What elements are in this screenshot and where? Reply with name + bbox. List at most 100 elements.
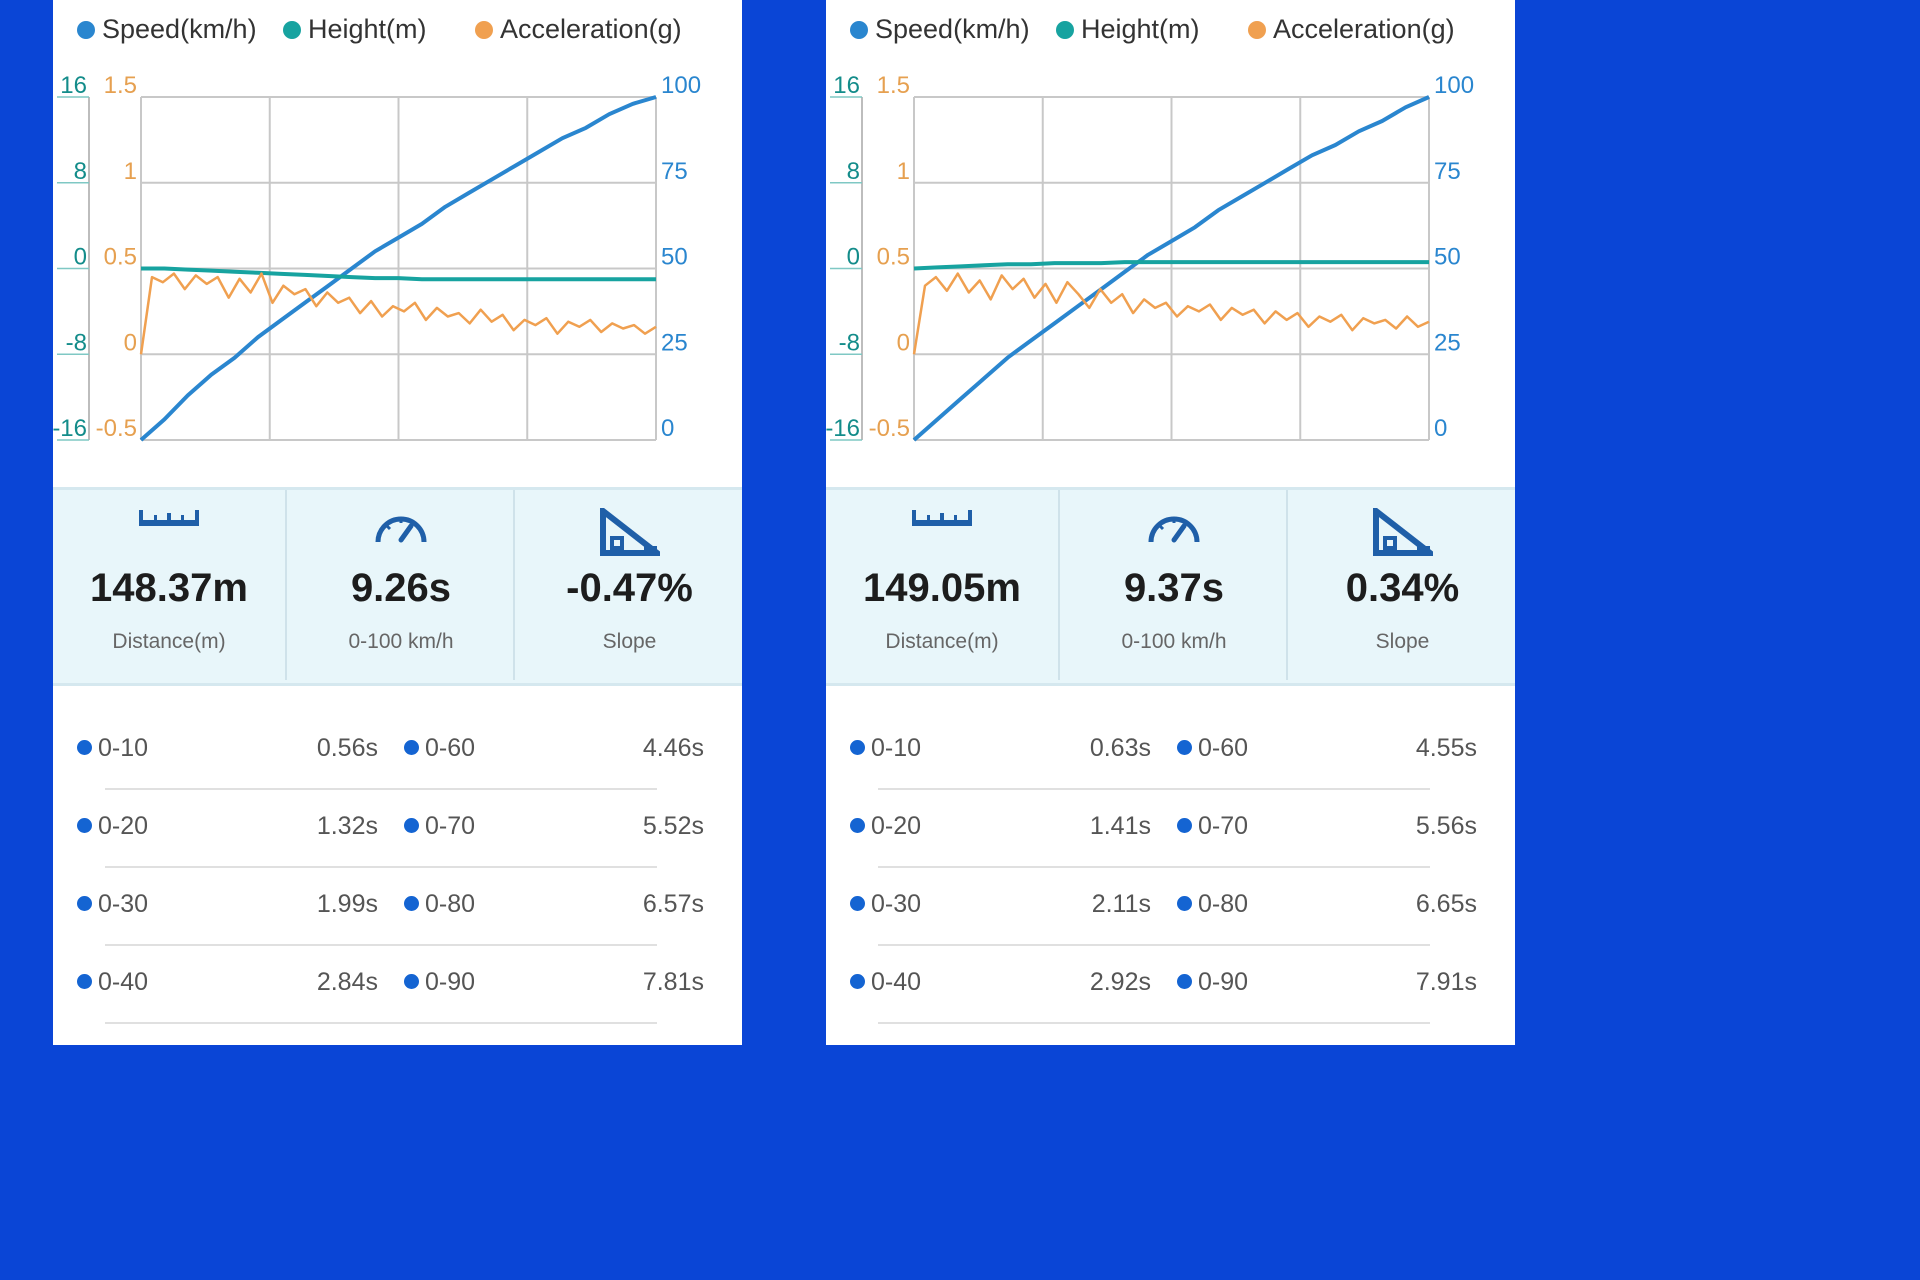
slope-icon <box>599 508 660 556</box>
row-divider <box>878 788 1430 790</box>
speed-tick-label: 25 <box>1434 329 1461 356</box>
speed-series-line <box>139 95 657 442</box>
speedometer-icon <box>375 516 427 543</box>
split-label: 0-60 <box>404 734 475 763</box>
acceleration-tick-label: 0 <box>897 329 910 356</box>
height-series-line <box>913 260 1429 271</box>
stat-slope: -0.47% Slope <box>513 490 742 680</box>
speed-tick-label: 50 <box>661 244 688 271</box>
legend-acceleration[interactable]: Acceleration(g) <box>475 14 682 45</box>
split-label: 0-40 <box>850 968 921 997</box>
legend-speed[interactable]: Speed(km/h) <box>77 14 257 45</box>
height-tick-label: 16 <box>833 72 860 99</box>
split-value: 2.11s <box>1091 890 1151 918</box>
bullet-icon <box>850 818 865 833</box>
split-label-text: 0-90 <box>425 968 476 996</box>
split-label-text: 0-10 <box>98 734 149 762</box>
height-dot-icon <box>1056 20 1074 39</box>
slope-label: Slope <box>1375 630 1430 653</box>
height-tick-label: -16 <box>53 415 87 442</box>
height-tick-label: -8 <box>839 329 860 356</box>
acceleration-tick-label: 0.5 <box>104 244 137 271</box>
split-label-text: 0-70 <box>1198 812 1249 840</box>
bullet-icon <box>1177 896 1192 911</box>
performance-chart: 16 1.5 100 8 1 75 0 0.5 50 -8 0 25 -16 -0.5 0 <box>826 72 1474 442</box>
acceleration-tick-label: -0.5 <box>869 415 910 442</box>
split-value: 6.57s <box>642 890 704 918</box>
bullet-icon <box>77 740 92 755</box>
stats-strip: 148.37m Distance(m) 9.26s 0-100 km/h -0.… <box>53 487 742 686</box>
stat-slope: 0.34% Slope <box>1286 490 1515 680</box>
split-value: 1.41s <box>1089 812 1151 840</box>
row-divider <box>878 944 1430 946</box>
bullet-icon <box>850 896 865 911</box>
height-tick-label: 0 <box>74 244 87 271</box>
time-label: 0-100 km/h <box>348 630 454 653</box>
bullet-icon <box>404 896 419 911</box>
time-value: 9.37s <box>1123 566 1225 610</box>
speed-tick-label: 25 <box>661 329 688 356</box>
speed-tick-label: 0 <box>661 415 674 442</box>
distance-value: 149.05m <box>863 566 1021 610</box>
bullet-icon <box>77 974 92 989</box>
bullet-icon <box>1177 818 1192 833</box>
split-label: 0-60 <box>1177 734 1248 763</box>
legend-acceleration[interactable]: Acceleration(g) <box>1248 14 1455 45</box>
row-divider <box>878 866 1430 868</box>
stat-time-0-100: 9.26s 0-100 km/h <box>285 490 515 680</box>
row-divider <box>878 1022 1430 1024</box>
split-label-text: 0-70 <box>425 812 476 840</box>
height-dot-icon <box>283 20 301 39</box>
split-label-text: 0-30 <box>98 890 149 918</box>
time-label: 0-100 km/h <box>1121 630 1227 653</box>
chart-legend: Speed(km/h) Height(m) Acceleration(g) <box>53 14 742 50</box>
acceleration-tick-label: 1.5 <box>877 72 910 99</box>
bullet-icon <box>850 974 865 989</box>
split-label: 0-40 <box>77 968 148 997</box>
legend-label: Height(m) <box>308 14 427 44</box>
split-value: 4.46s <box>642 734 704 762</box>
split-value: 0.63s <box>1089 734 1151 762</box>
stat-time-0-100: 9.37s 0-100 km/h <box>1058 490 1288 680</box>
split-label: 0-80 <box>404 890 475 919</box>
slope-icon <box>1372 508 1433 556</box>
split-label: 0-90 <box>1177 968 1248 997</box>
legend-speed[interactable]: Speed(km/h) <box>850 14 1030 45</box>
speedometer-icon <box>1148 516 1200 543</box>
acceleration-tick-label: 1.5 <box>104 72 137 99</box>
speed-tick-label: 75 <box>661 158 688 185</box>
split-label-text: 0-90 <box>1198 968 1249 996</box>
ruler-icon <box>139 510 199 526</box>
split-label-text: 0-80 <box>1198 890 1249 918</box>
row-divider <box>105 866 657 868</box>
legend-label: Height(m) <box>1081 14 1200 44</box>
split-value: 5.56s <box>1415 812 1477 840</box>
height-tick-label: 16 <box>60 72 87 99</box>
split-label: 0-30 <box>850 890 921 919</box>
distance-label: Distance(m) <box>885 630 999 653</box>
slope-value: 0.34% <box>1345 566 1460 610</box>
legend-label: Acceleration(g) <box>1273 14 1455 44</box>
bullet-icon <box>1177 740 1192 755</box>
split-label: 0-30 <box>77 890 148 919</box>
ruler-icon <box>912 510 972 526</box>
split-row: 0-30 1.99s 0-80 6.57s <box>53 868 742 946</box>
distance-value: 148.37m <box>90 566 248 610</box>
legend-label: Speed(km/h) <box>875 14 1030 44</box>
row-divider <box>105 944 657 946</box>
split-value: 2.84s <box>316 968 378 996</box>
slope-label: Slope <box>602 630 657 653</box>
acceleration-series-line <box>139 272 657 355</box>
speed-tick-label: 100 <box>1434 72 1474 99</box>
bullet-icon <box>850 740 865 755</box>
distance-label: Distance(m) <box>112 630 226 653</box>
legend-label: Speed(km/h) <box>102 14 257 44</box>
legend-height[interactable]: Height(m) <box>1056 14 1200 45</box>
split-value: 4.55s <box>1415 734 1477 762</box>
split-row: 0-20 1.41s 0-70 5.56s <box>826 790 1515 868</box>
split-label: 0-10 <box>850 734 921 763</box>
legend-height[interactable]: Height(m) <box>283 14 427 45</box>
split-value: 7.81s <box>642 968 704 996</box>
slope-value: -0.47% <box>566 566 693 610</box>
height-series-line <box>141 266 656 282</box>
